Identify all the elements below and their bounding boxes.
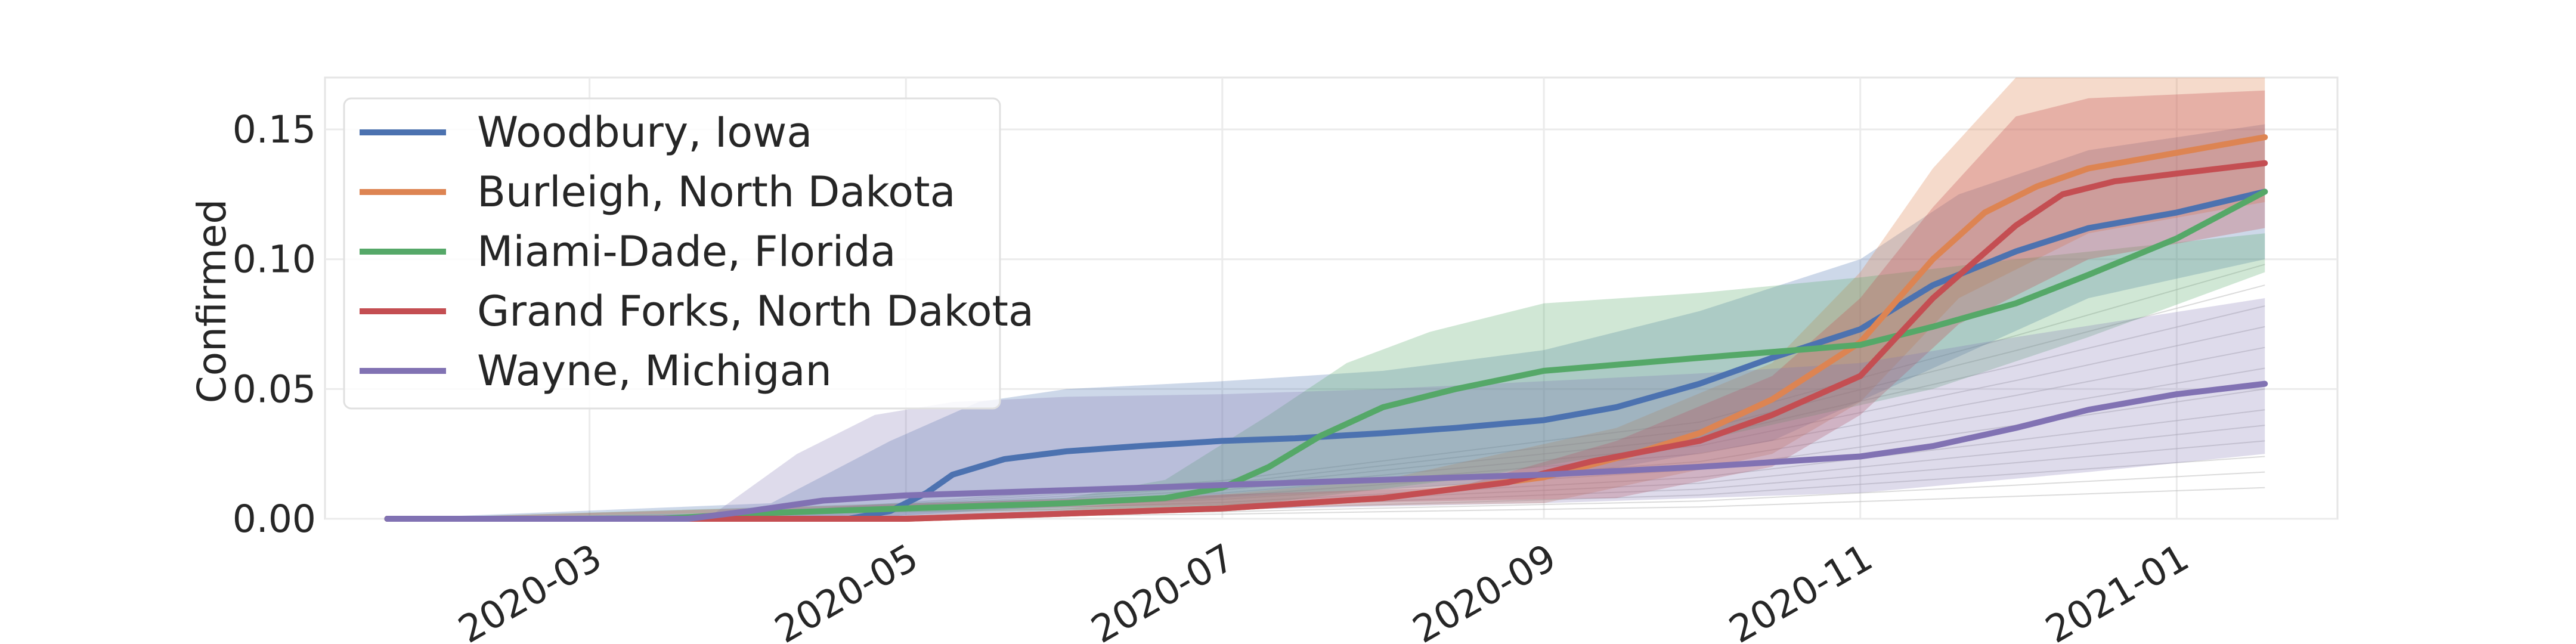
confidence-band — [387, 90, 2265, 519]
x-tick-label: 2020-11 — [1722, 535, 1880, 644]
x-tick-label: 2020-09 — [1405, 535, 1563, 644]
legend-items: Woodbury, Iowa Burleigh, North Dakota Miam… — [360, 108, 1034, 395]
x-tick-label: 2020-07 — [1084, 535, 1241, 644]
y-tick-label: 0.10 — [233, 238, 316, 281]
series-line — [384, 188, 2268, 522]
series-line — [384, 380, 2268, 522]
legend-label: Wayne, Michigan — [477, 346, 832, 395]
x-tick-label: 2020-03 — [451, 535, 609, 644]
y-tick-label: 0.00 — [233, 497, 316, 541]
confidence-band — [387, 233, 2265, 519]
x-tick-label: 2021-01 — [2038, 535, 2196, 644]
legend-label: Grand Forks, North Dakota — [477, 287, 1034, 336]
x-axis-ticks: 2020-03 2020-05 2020-07 2020-09 2020-11 2021-… — [451, 535, 2196, 644]
legend-label: Woodbury, Iowa — [477, 108, 812, 157]
series-line — [384, 188, 2268, 522]
legend-label: Miami-Dade, Florida — [477, 227, 896, 276]
legend-frame — [343, 97, 1001, 410]
y-axis-ticks: 0.00 0.05 0.10 0.15 — [233, 108, 316, 541]
y-tick-label: 0.15 — [233, 108, 316, 151]
confidence-band — [387, 124, 2265, 519]
series-lines — [384, 134, 2268, 522]
y-axis-label: Confirmed — [189, 199, 235, 404]
legend: Woodbury, Iowa Burleigh, North Dakota Miam… — [343, 97, 1034, 410]
legend-label: Burleigh, North Dakota — [477, 168, 955, 216]
x-tick-label: 2020-05 — [767, 535, 925, 644]
series-line — [384, 160, 2268, 522]
y-tick-label: 0.05 — [233, 367, 316, 411]
confidence-band — [387, 78, 2265, 519]
